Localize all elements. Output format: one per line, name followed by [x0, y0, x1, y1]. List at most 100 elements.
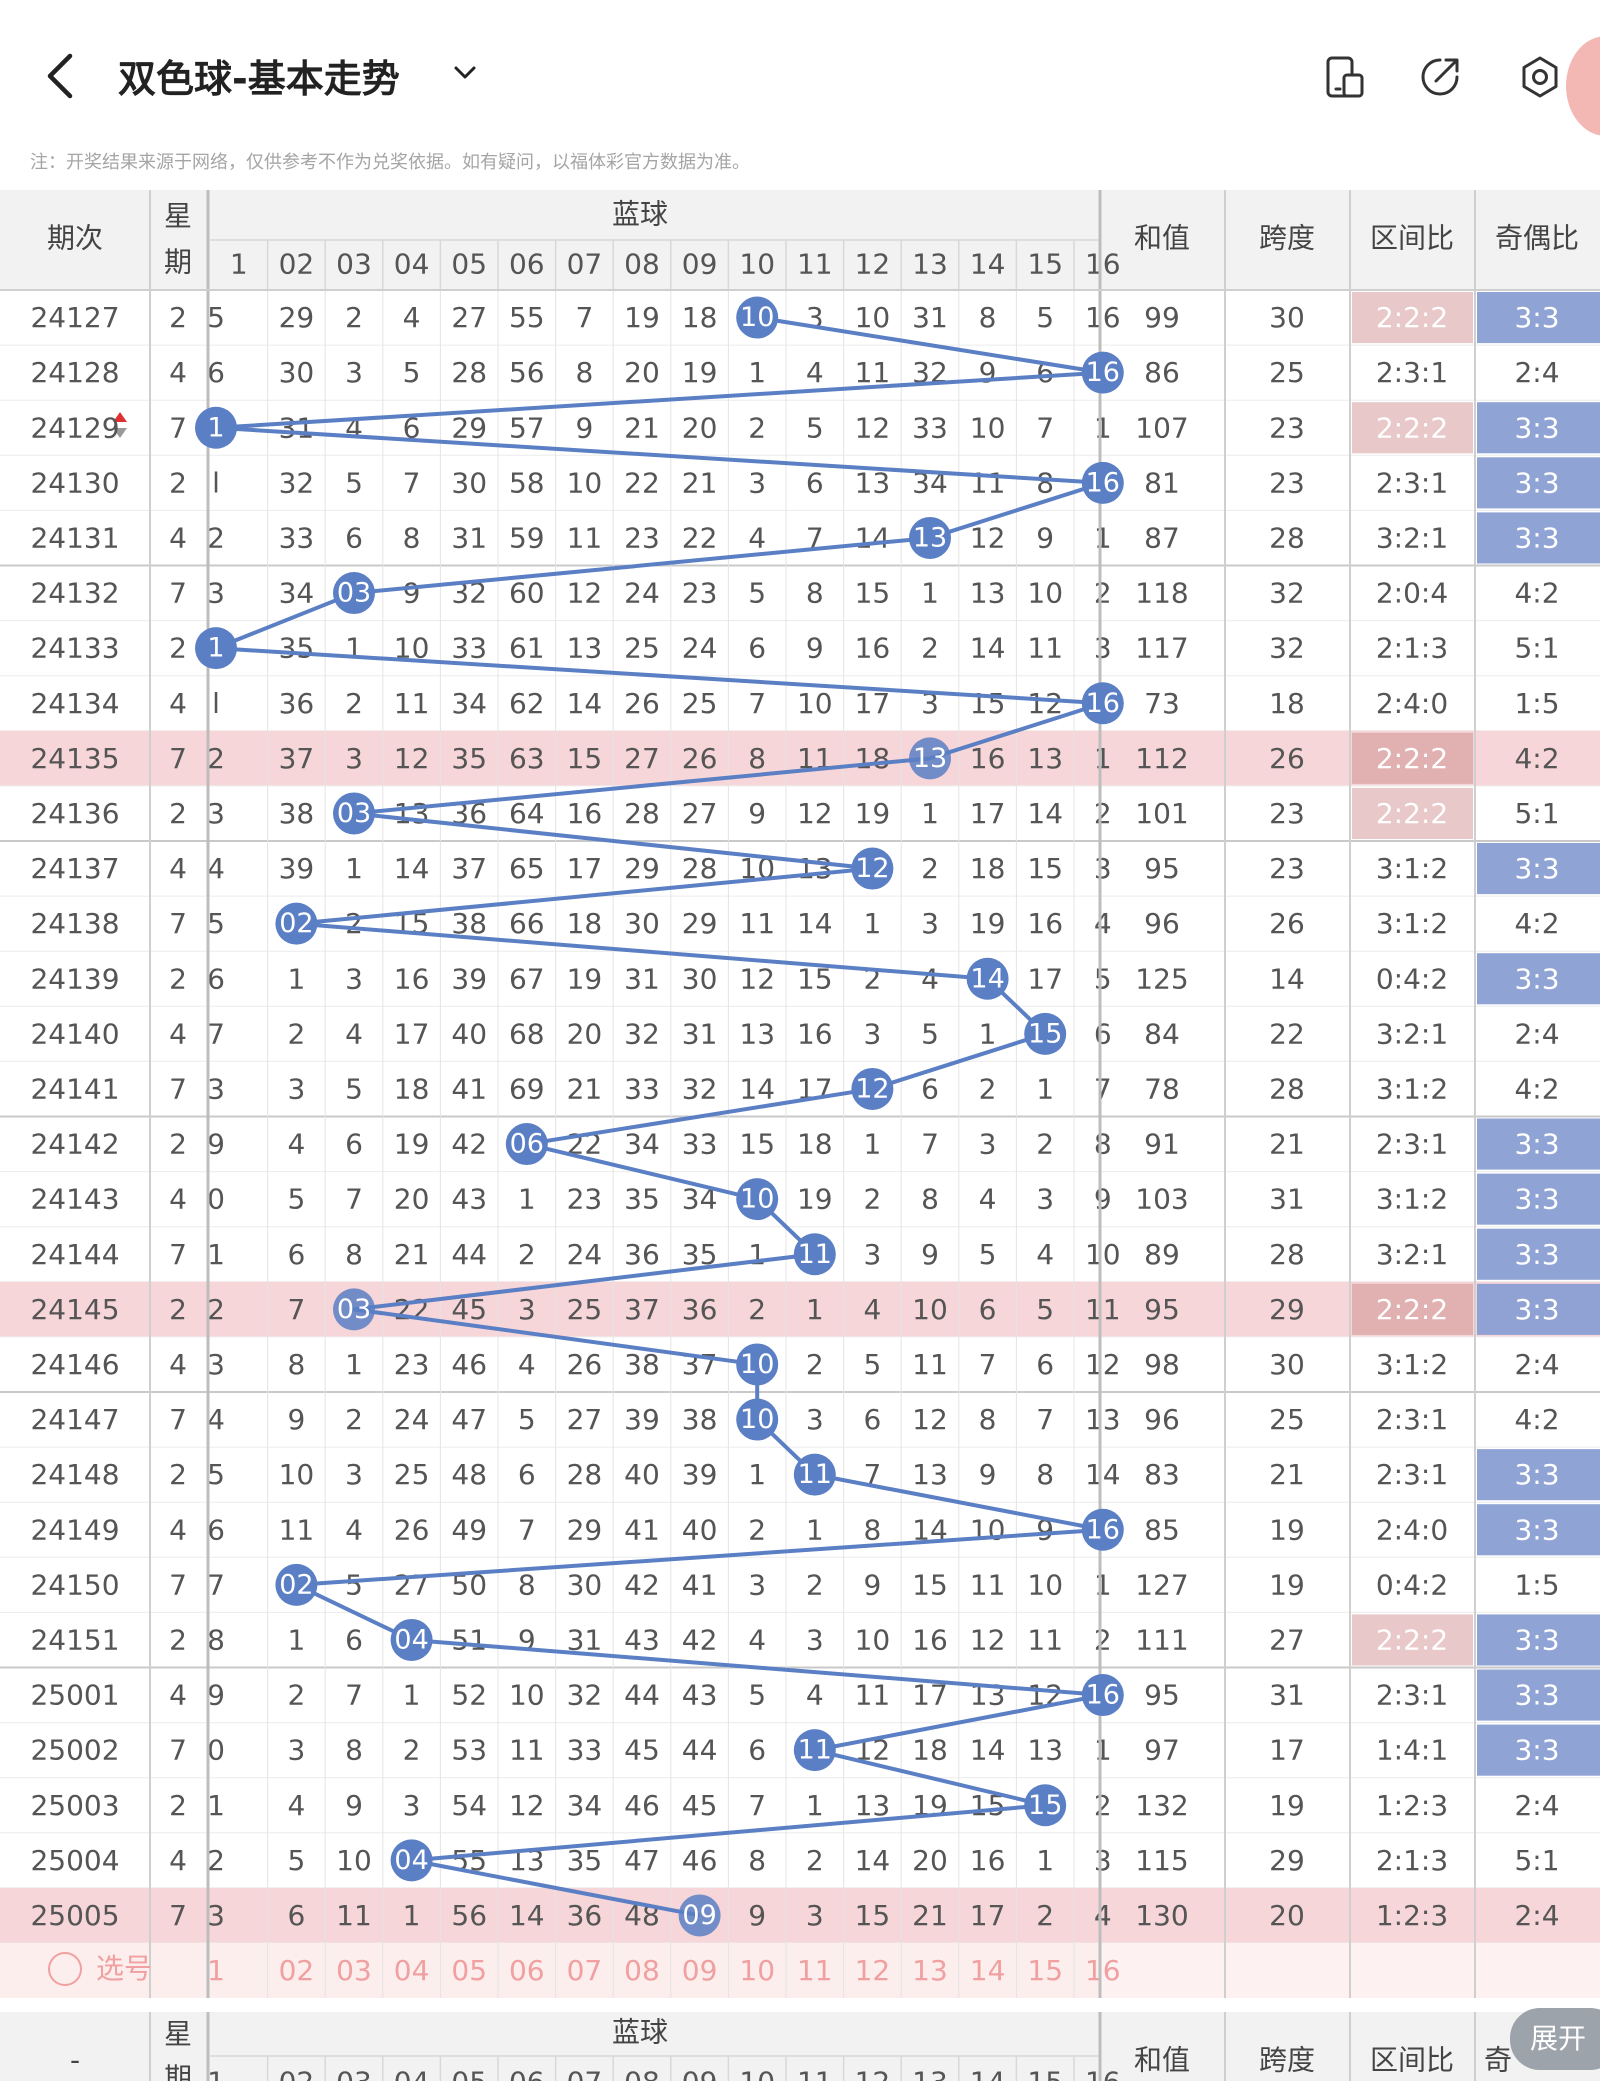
back-arrow-icon[interactable]: [40, 48, 84, 104]
select-number[interactable]: 08: [624, 1954, 660, 1987]
select-number[interactable]: 11: [797, 1954, 833, 1987]
blue-cell: 2: [748, 1293, 766, 1326]
blue-ball-marker[interactable]: 11: [793, 1453, 836, 1496]
blue-cell: 9: [1094, 1183, 1112, 1216]
select-number[interactable]: 04: [394, 1954, 430, 1987]
sort-down-icon[interactable]: [113, 428, 127, 438]
span-cell: 20: [1269, 1899, 1305, 1932]
share-icon[interactable]: [1418, 55, 1462, 99]
sum-cell: 127: [1135, 1568, 1188, 1601]
blue-cell: 26: [624, 687, 660, 720]
blue-ball-marker[interactable]: 16: [1081, 1508, 1124, 1551]
select-number[interactable]: 09: [682, 1954, 718, 1987]
blue-cell: 2: [806, 1844, 824, 1877]
blue-cell: 3: [921, 907, 939, 940]
blue-ball-marker[interactable]: 16: [1081, 351, 1124, 394]
page-title[interactable]: 双色球-基本走势: [118, 57, 400, 101]
blue-cell: 18: [797, 1128, 833, 1161]
blue-cell: 8: [1036, 1458, 1054, 1491]
select-number[interactable]: 03: [336, 1954, 372, 1987]
sum-cell: 99: [1144, 301, 1180, 334]
blue-cell: 60: [509, 577, 545, 610]
blue-cell: 9: [748, 797, 766, 830]
phone-icon[interactable]: [1322, 55, 1366, 99]
blue-cell: 18: [970, 852, 1006, 885]
select-number[interactable]: 14: [970, 1954, 1006, 1987]
sum-cell: 96: [1144, 1403, 1180, 1436]
select-number[interactable]: 1: [207, 1954, 225, 1987]
blue-ball-marker[interactable]: 04: [390, 1839, 433, 1882]
blue-ball-marker[interactable]: 12: [851, 1067, 894, 1110]
blue-cell: 28: [451, 356, 487, 389]
select-radio[interactable]: [48, 1952, 82, 1986]
blue-ball-marker[interactable]: 16: [1081, 461, 1124, 504]
blue-cell: 28: [682, 852, 718, 885]
blue-ball-marker[interactable]: 16: [1081, 1674, 1124, 1717]
blue-ball-marker[interactable]: 11: [793, 1729, 836, 1772]
select-number[interactable]: 16: [1085, 1954, 1121, 1987]
blue-ball-marker[interactable]: 15: [1024, 1784, 1067, 1827]
blue-ball-marker[interactable]: 09: [678, 1894, 721, 1937]
footer-blue-number: 16: [1085, 2066, 1121, 2081]
zone-ratio-cell: 2:2:2: [1376, 411, 1448, 444]
blue-cell: 7: [1036, 411, 1054, 444]
blue-cell: 4: [806, 1679, 824, 1712]
blue-ball-marker[interactable]: 15: [1024, 1012, 1067, 1055]
select-number[interactable]: 06: [509, 1954, 545, 1987]
blue-ball-marker[interactable]: 10: [736, 1398, 779, 1441]
blue-ball-marker[interactable]: 13: [909, 516, 951, 559]
blue-cell: 15: [739, 1128, 775, 1161]
blue-ball-marker[interactable]: 06: [505, 1123, 548, 1166]
blue-ball-marker[interactable]: 1: [195, 406, 237, 449]
blue-ball-marker[interactable]: 13: [909, 737, 951, 780]
blue-ball-marker[interactable]: 03: [333, 1288, 375, 1331]
avatar[interactable]: [1566, 36, 1600, 136]
blue-cell: 16: [1085, 301, 1121, 334]
select-label[interactable]: 选号: [96, 1952, 153, 1985]
select-number[interactable]: 10: [739, 1954, 775, 1987]
blue-ball-marker[interactable]: 02: [275, 1563, 318, 1606]
blue-ball-marker[interactable]: 14: [966, 957, 1009, 1000]
blue-cell: 4: [1036, 1238, 1054, 1271]
span-cell: 23: [1269, 852, 1305, 885]
blue-ball-marker[interactable]: 03: [333, 792, 375, 835]
zone-ratio-cell: 3:2:1: [1376, 521, 1448, 554]
blue-cell: 2: [921, 852, 939, 885]
blue-cell: 37: [451, 852, 487, 885]
chevron-down-icon[interactable]: [450, 58, 480, 88]
blue-ball-marker[interactable]: 16: [1081, 682, 1124, 725]
select-number[interactable]: 02: [279, 1954, 315, 1987]
sum-cell: 112: [1135, 742, 1188, 775]
blue-cell: 1: [345, 632, 363, 665]
blue-cell: 10: [1027, 577, 1063, 610]
sort-up-icon[interactable]: [113, 412, 127, 422]
blue-cell: 8: [979, 301, 997, 334]
header-blue-number: 1: [230, 248, 248, 281]
select-number[interactable]: 12: [855, 1954, 891, 1987]
select-number[interactable]: 15: [1027, 1954, 1063, 1987]
select-row-bg: [0, 1943, 1100, 1998]
span-cell: 26: [1269, 907, 1305, 940]
blue-ball-marker[interactable]: 03: [333, 572, 375, 615]
settings-icon[interactable]: [1518, 55, 1562, 99]
blue-cell: 39: [279, 852, 315, 885]
select-number[interactable]: 13: [912, 1954, 948, 1987]
blue-ball-marker[interactable]: 10: [736, 1343, 779, 1386]
blue-cell: 62: [509, 687, 545, 720]
select-number[interactable]: 05: [451, 1954, 487, 1987]
blue-ball-marker[interactable]: 1: [195, 627, 237, 670]
blue-ball-marker[interactable]: 10: [736, 1178, 779, 1221]
blue-cell: 9: [863, 1568, 881, 1601]
blue-ball-marker[interactable]: 04: [390, 1618, 433, 1661]
blue-cell: 4: [806, 356, 824, 389]
row-highlight: [0, 1887, 1600, 1943]
period-cell: 24135: [30, 742, 119, 775]
blue-ball-marker[interactable]: 10: [736, 296, 779, 339]
blue-ball-marker[interactable]: 02: [275, 902, 318, 945]
blue-cell: 21: [912, 1899, 948, 1932]
expand-button[interactable]: 展开: [1510, 2008, 1600, 2070]
select-number[interactable]: 07: [567, 1954, 603, 1987]
blue-ball-marker[interactable]: 11: [793, 1233, 836, 1276]
blue-cell: 1: [748, 356, 766, 389]
blue-ball-marker[interactable]: 12: [851, 847, 894, 890]
